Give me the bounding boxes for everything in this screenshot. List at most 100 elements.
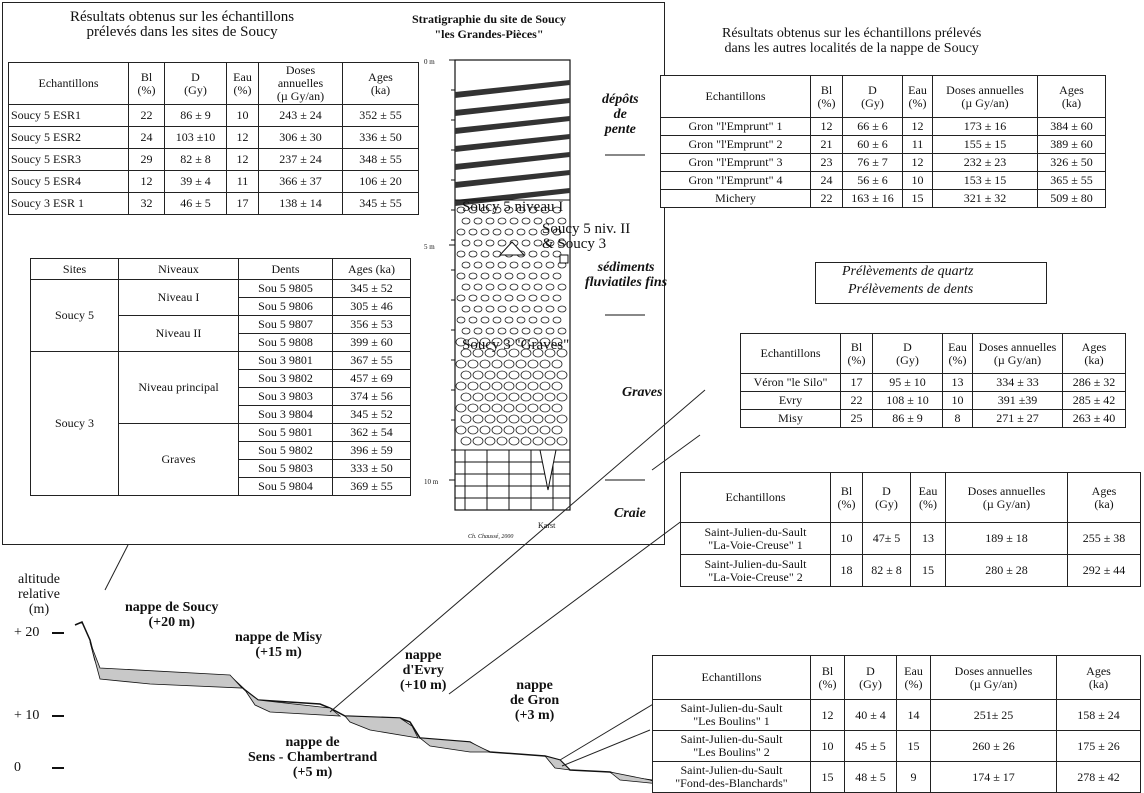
header-cell: Eau (%) (226, 62, 259, 105)
cell: Michery (660, 189, 811, 208)
pebble (527, 425, 539, 435)
cell: 189 ± 18 (945, 522, 1068, 555)
age-cell: 333 ± 50 (332, 459, 411, 478)
pebble (484, 414, 496, 424)
age-cell: 399 ± 60 (332, 333, 411, 352)
pebble (485, 305, 495, 313)
pebble (508, 392, 520, 402)
pebble (492, 316, 502, 324)
pebble (528, 228, 538, 236)
age-cell: 367 ± 55 (332, 351, 411, 370)
label: Soucy 5 niveau I (462, 199, 564, 215)
cell: 82 ± 8 (164, 148, 227, 171)
pebble (515, 381, 527, 391)
label: nappe de Misy (+15 m) (235, 630, 322, 660)
pebble (503, 403, 515, 413)
pebble (503, 425, 515, 435)
header-cell: Bl (%) (830, 472, 863, 523)
cell: 56 ± 6 (842, 171, 903, 190)
text-line: Saint-Julien-du-Sault (680, 701, 783, 715)
cell: 22 (840, 391, 873, 410)
cell: 82 ± 8 (862, 554, 911, 587)
pebble (479, 403, 491, 413)
cell: 22 (128, 104, 165, 127)
karst-pocket (539, 449, 557, 491)
cell: Saint-Julien-du-Sault "Les Boulins" 1 (652, 699, 811, 731)
pebble (515, 359, 527, 369)
header-cell: Echantillons (8, 62, 129, 105)
cell: 278 ± 42 (1056, 761, 1141, 793)
pebble (551, 403, 563, 413)
pebble (544, 348, 556, 358)
pebble (509, 305, 519, 313)
text-line: Résultats obtenus sur les échantillons (70, 9, 295, 25)
pebble (515, 425, 527, 435)
cell: Saint-Julien-du-Sault "Fond-des-Blanchard… (652, 761, 811, 793)
pebble (497, 261, 507, 269)
terrace-deposit (89, 641, 243, 689)
text-line: D (882, 483, 891, 498)
header-cell: Eau (%) (896, 655, 931, 700)
pebble (467, 425, 479, 435)
pebble (479, 381, 491, 391)
text-line: Doses annuelles (967, 483, 1046, 498)
cell: 106 ± 20 (342, 170, 419, 193)
text-line: (%) (818, 676, 837, 691)
text-line: (%) (137, 82, 156, 97)
pebble (484, 370, 496, 380)
text-line: Ages (1081, 339, 1107, 354)
pebble (508, 414, 520, 424)
cell: 15 (910, 554, 946, 587)
tooth-cell: Sou 5 9801 (238, 423, 333, 442)
pebble (516, 316, 526, 324)
pebble (521, 305, 531, 313)
label: Résultats obtenus sur les échantillons pr… (70, 10, 294, 40)
cell: 17 (840, 373, 873, 392)
quartz-marker (559, 254, 569, 264)
cell: 158 ± 24 (1056, 699, 1141, 731)
header-cell: Bl (%) (128, 62, 165, 105)
text-line: Eau (918, 483, 938, 498)
text-line: fluviatiles fins (585, 275, 668, 290)
age-cell: 356 ± 53 (332, 315, 411, 334)
cell: 334 ± 33 (972, 373, 1063, 392)
cell: Evry (740, 391, 841, 410)
header-cell: Niveaux (118, 258, 239, 280)
cell: 32 (128, 192, 165, 215)
text-line: "La-Voie-Creuse" 1 (708, 537, 803, 552)
cell: 251± 25 (930, 699, 1057, 731)
pebble (456, 250, 466, 258)
pebble (480, 316, 490, 324)
terrace-deposit (244, 689, 342, 717)
pebble (504, 294, 514, 302)
pebble (539, 425, 551, 435)
header-cell: Doses annuelles (µ Gy/an) (972, 333, 1063, 374)
row: Soucy 3 Niveau principal Sou 3 9801 367 ± 5… (30, 351, 411, 496)
cell: 39 ± 4 (164, 170, 227, 193)
row: Niveau II Sou 5 9807 356 ± 53 (31, 315, 411, 352)
text-line: (µ Gy/an) (982, 496, 1031, 511)
pebble (527, 359, 539, 369)
cell: 384 ± 60 (1037, 117, 1106, 136)
terrace-deposit (344, 715, 419, 739)
label: Karst (538, 521, 556, 530)
text-line: nappe de Soucy (125, 600, 219, 615)
pebble (509, 261, 519, 269)
site-cell: Soucy 5 (30, 279, 119, 352)
text-line: Saint-Julien-du-Sault (680, 763, 783, 777)
cell: 11 (226, 170, 259, 193)
pebble (540, 250, 550, 258)
pebble (551, 425, 563, 435)
text-line: D (868, 82, 877, 97)
text-line: Bl (820, 82, 833, 97)
pebble (539, 359, 551, 369)
pebble (520, 392, 532, 402)
pebble (455, 403, 467, 413)
text-line: (µ Gy/an) (961, 95, 1009, 110)
cell: 232 ± 23 (932, 153, 1038, 172)
cell: 15 (810, 761, 845, 793)
text-line: Saint-Julien-du-Sault (680, 732, 783, 746)
pebble (521, 327, 531, 335)
text-line: Echantillons (701, 670, 762, 684)
text-line: (Gy) (861, 95, 884, 110)
